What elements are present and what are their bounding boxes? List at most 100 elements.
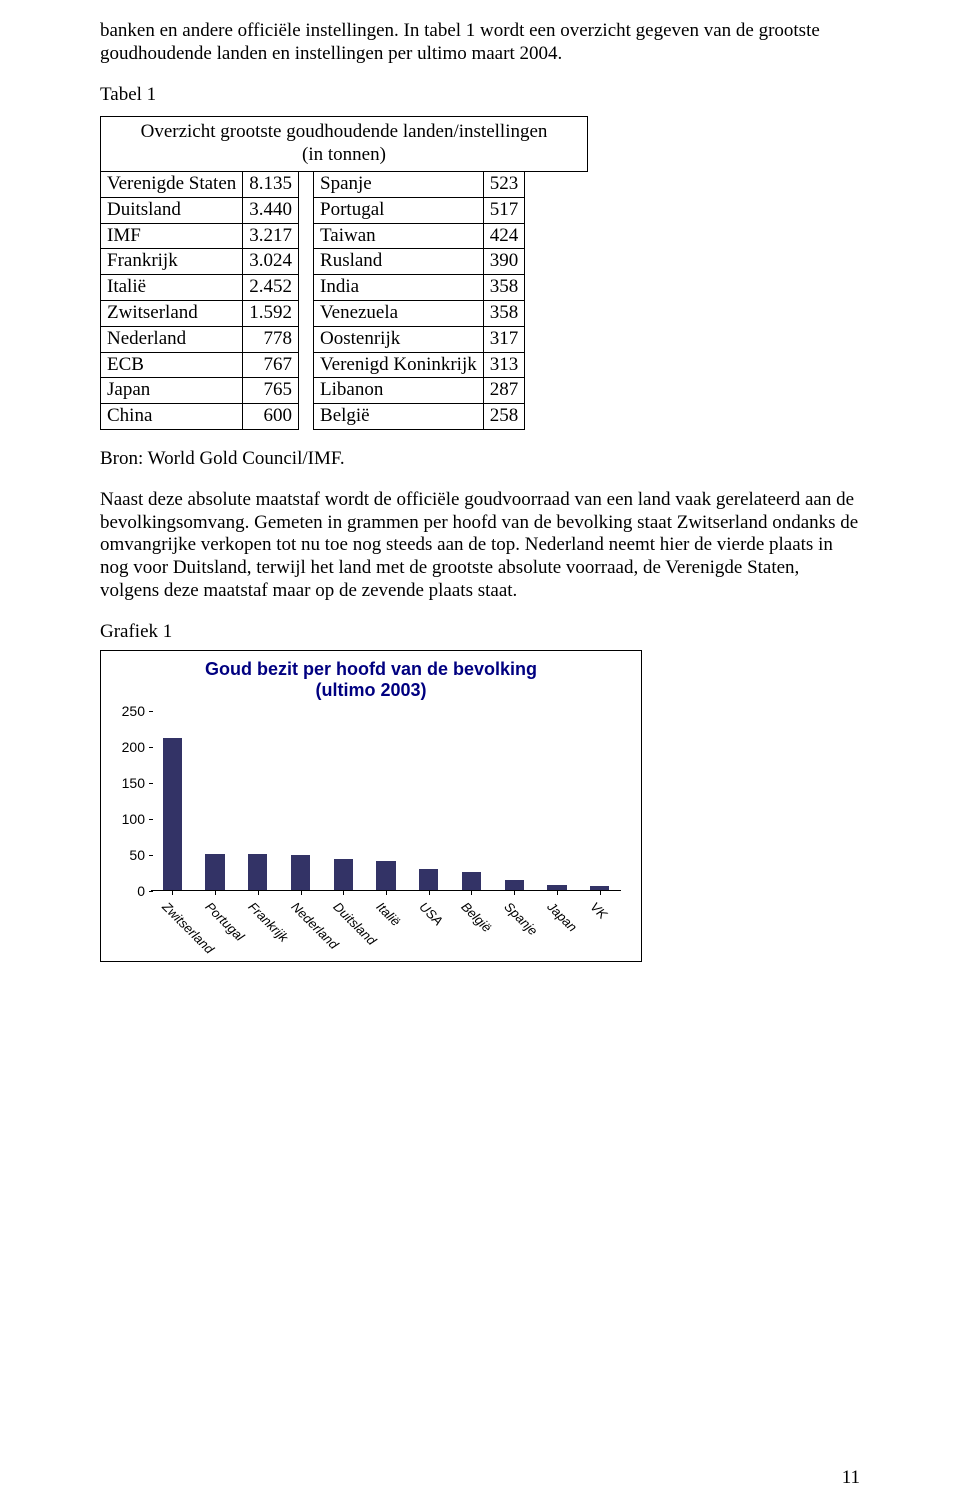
table-cell-name: Spanje [314, 171, 484, 197]
x-tick [301, 891, 302, 895]
table-spacer [299, 404, 314, 430]
table-row: ECB767 Verenigd Koninkrijk313 [101, 352, 525, 378]
y-tick [149, 855, 153, 856]
table-cell-value: 8.135 [243, 171, 299, 197]
plot-area [151, 711, 621, 891]
table-row: Nederland778Oostenrijk317 [101, 326, 525, 352]
table-cell-name: Libanon [314, 378, 484, 404]
table-row: Verenigde Staten8.135 Spanje523 [101, 171, 525, 197]
table-cell-value: 390 [483, 249, 525, 275]
chart-1: Goud bezit per hoofd van de bevolking (u… [100, 650, 642, 962]
chart-bar [547, 885, 566, 889]
table-cell-name: IMF [101, 223, 243, 249]
y-tick [149, 783, 153, 784]
table-row: Zwitserland1.592Venezuela358 [101, 300, 525, 326]
chart-bar [376, 861, 395, 890]
x-tick [429, 891, 430, 895]
chart-label: Grafiek 1 [100, 621, 860, 644]
x-tick-label: Frankrijk [245, 899, 291, 945]
table-spacer [299, 249, 314, 275]
x-tick-label: VK [587, 899, 610, 922]
table-cell-value: 287 [483, 378, 525, 404]
x-tick [600, 891, 601, 895]
x-tick [215, 891, 216, 895]
table-row: Italië2.452India358 [101, 275, 525, 301]
table-row: IMF3.217Taiwan424 [101, 223, 525, 249]
paragraph-body: Naast deze absolute maatstaf wordt de of… [100, 489, 860, 603]
table-spacer [299, 171, 314, 197]
y-tick-label: 50 [105, 847, 145, 864]
table-cell-name: Japan [101, 378, 243, 404]
y-tick-label: 100 [105, 811, 145, 828]
paragraph-intro: banken en andere officiële instellingen.… [100, 20, 860, 66]
x-tick-label: België [458, 899, 495, 936]
chart-bar [419, 869, 438, 889]
table-cell-value: 765 [243, 378, 299, 404]
x-tick-label: Italië [373, 899, 403, 929]
table-cell-name: Rusland [314, 249, 484, 275]
table-label: Tabel 1 [100, 84, 860, 107]
x-tick [471, 891, 472, 895]
table-cell-name: Verenigde Staten [101, 171, 243, 197]
page-container: banken en andere officiële instellingen.… [0, 0, 960, 1506]
table-cell-value: 523 [483, 171, 525, 197]
x-tick [514, 891, 515, 895]
chart-bar [334, 859, 353, 889]
table-cell-value: 778 [243, 326, 299, 352]
x-tick [258, 891, 259, 895]
x-tick-label: Japan [544, 899, 580, 935]
y-tick [149, 747, 153, 748]
chart-bar [248, 854, 267, 890]
table-spacer [299, 378, 314, 404]
x-tick-label: USA [416, 899, 446, 929]
table-cell-name: Italië [101, 275, 243, 301]
table-row: Japan765 Libanon287 [101, 378, 525, 404]
table-cell-value: 767 [243, 352, 299, 378]
table-cell-value: 3.440 [243, 197, 299, 223]
y-tick-label: 150 [105, 775, 145, 792]
x-tick-label: Spanje [501, 899, 541, 939]
x-tick [343, 891, 344, 895]
table-body: Verenigde Staten8.135Spanje523Duitsland3… [100, 171, 525, 430]
y-tick [149, 711, 153, 712]
table-cell-value: 3.217 [243, 223, 299, 249]
y-tick-label: 250 [105, 703, 145, 720]
table-row: Frankrijk3.024 Rusland390 [101, 249, 525, 275]
table-spacer [299, 352, 314, 378]
table-cell-name: Frankrijk [101, 249, 243, 275]
table-spacer [299, 275, 314, 301]
chart-bar [205, 854, 224, 890]
table-cell-name: Taiwan [314, 223, 484, 249]
table-cell-name: België [314, 404, 484, 430]
table-spacer [299, 300, 314, 326]
table-cell-value: 317 [483, 326, 525, 352]
y-tick [149, 891, 153, 892]
table-row: China600België258 [101, 404, 525, 430]
chart-bar [291, 855, 310, 890]
table-cell-name: Zwitserland [101, 300, 243, 326]
table-1: Overzicht grootste goudhoudende landen/i… [100, 116, 860, 430]
table-cell-value: 258 [483, 404, 525, 430]
chart-title-line2: (ultimo 2003) [315, 680, 426, 700]
table-cell-value: 358 [483, 275, 525, 301]
source-line: Bron: World Gold Council/IMF. [100, 448, 860, 471]
table-cell-value: 313 [483, 352, 525, 378]
table-cell-name: Portugal [314, 197, 484, 223]
table-cell-name: Venezuela [314, 300, 484, 326]
table-row: Duitsland3.440Portugal517 [101, 197, 525, 223]
table-cell-value: 3.024 [243, 249, 299, 275]
y-tick [149, 819, 153, 820]
table-cell-value: 600 [243, 404, 299, 430]
table-cell-name: Oostenrijk [314, 326, 484, 352]
chart-title-line1: Goud bezit per hoofd van de bevolking [205, 659, 537, 679]
table-spacer [299, 326, 314, 352]
chart-bar [163, 738, 182, 889]
table-cell-name: ECB [101, 352, 243, 378]
table-spacer [299, 223, 314, 249]
table-spacer [299, 197, 314, 223]
table-cell-name: Verenigd Koninkrijk [314, 352, 484, 378]
chart-bar [505, 880, 524, 889]
page-number: 11 [842, 1467, 860, 1490]
table-cell-value: 1.592 [243, 300, 299, 326]
table-title-line2: (in tonnen) [302, 144, 386, 165]
